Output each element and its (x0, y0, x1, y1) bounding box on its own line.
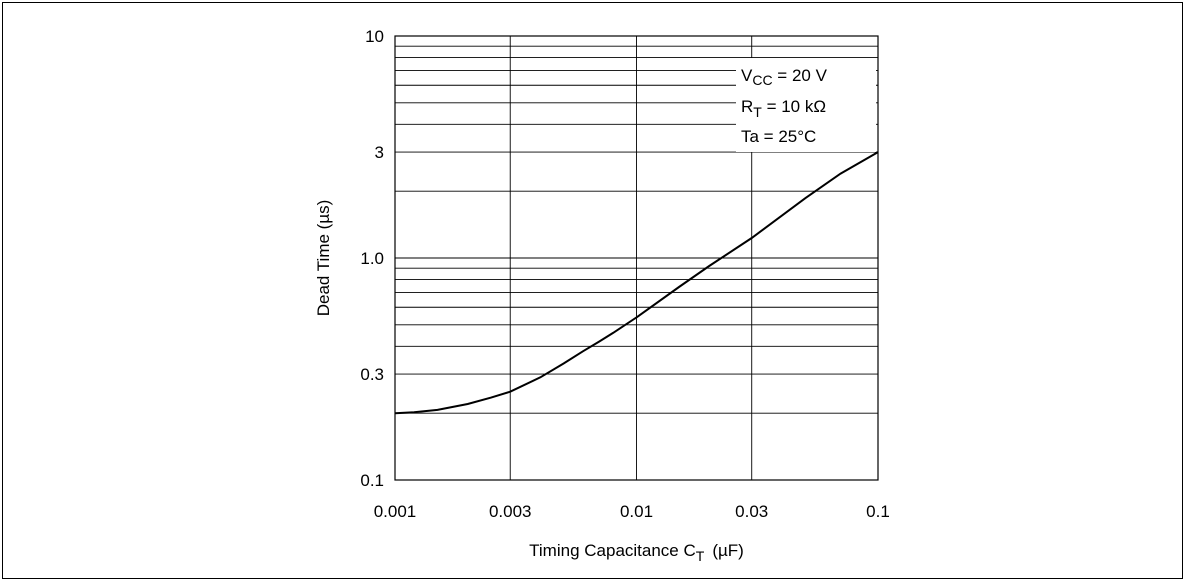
x-tick-label: 0.003 (489, 502, 532, 521)
conditions-box (736, 58, 876, 152)
rt-symbol: R (741, 97, 753, 116)
condition-ta: Ta = 25°C (741, 127, 816, 146)
condition-vcc: VCC = 20 V (741, 66, 828, 88)
y-tick-label: 0.3 (360, 365, 384, 384)
x-axis-label: Timing Capacitance CT (µF) (529, 541, 744, 564)
x-axis-label-unit: (µF) (712, 541, 744, 560)
x-tick-label: 0.03 (735, 502, 768, 521)
rt-subscript: T (753, 104, 762, 120)
y-tick-label: 3 (375, 143, 384, 162)
x-tick-labels: 0.001 0.003 0.01 0.03 0.1 (374, 502, 890, 521)
series-line (394, 151, 879, 415)
x-tick-label: 0.001 (374, 502, 417, 521)
vcc-value: = 20 V (773, 66, 828, 85)
rt-value: = 10 kΩ (762, 97, 826, 116)
y-tick-labels: 0.1 0.3 1.0 3 10 (360, 27, 384, 490)
vcc-subscript: CC (752, 72, 772, 88)
y-tick-label: 10 (365, 27, 384, 46)
y-axis-label: Dead Time (µs) (314, 200, 333, 317)
y-tick-label: 0.1 (360, 471, 384, 490)
x-axis-label-text: Timing Capacitance C (529, 541, 696, 560)
vcc-symbol: V (741, 66, 753, 85)
condition-rt: RT = 10 kΩ (741, 97, 826, 120)
plot-area (394, 35, 879, 481)
y-tick-label: 1.0 (360, 249, 384, 268)
x-axis-label-subscript: T (696, 548, 705, 564)
x-tick-label: 0.1 (866, 502, 890, 521)
x-tick-label: 0.01 (620, 502, 653, 521)
